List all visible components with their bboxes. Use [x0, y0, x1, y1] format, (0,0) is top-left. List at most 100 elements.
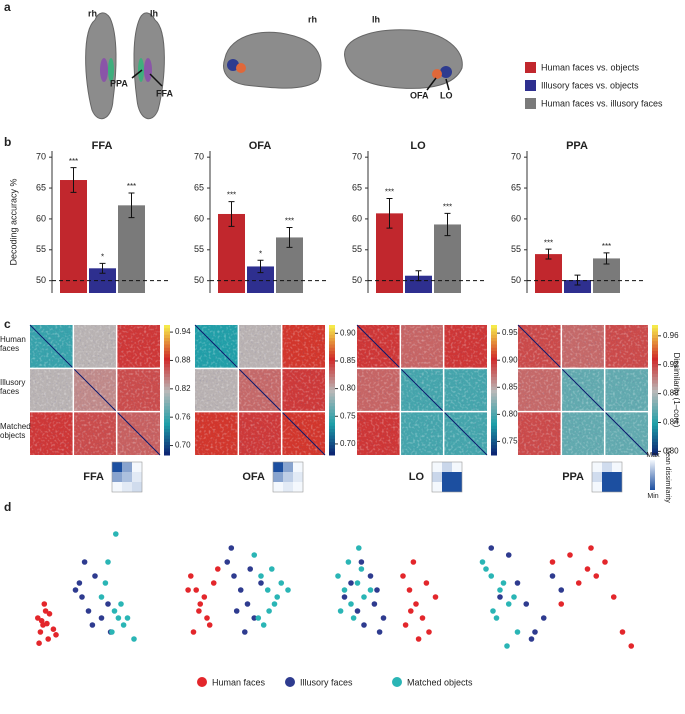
colorbar-segment [164, 429, 170, 433]
chart-title: FFA [92, 140, 113, 152]
colorbar-segment [329, 390, 335, 394]
scatter-point [505, 601, 512, 607]
colorbar-segment [329, 331, 335, 336]
colorbar-segment [164, 438, 170, 443]
legend-swatch [525, 62, 536, 73]
colorbar-tick-label: 0.88 [663, 389, 679, 398]
colorbar-segment [652, 341, 658, 345]
scatter-point [483, 566, 489, 572]
scatter-point [113, 531, 119, 537]
scatter-point [109, 629, 115, 635]
colorbar-segment [491, 445, 497, 449]
colorbar-segment [652, 328, 658, 332]
legend-swatch [525, 80, 536, 91]
colorbar-segment [652, 442, 658, 446]
y-tick-label: 70 [36, 152, 46, 162]
scatter-point [50, 626, 57, 632]
y-tick-label: 50 [194, 275, 204, 285]
mean-cell [112, 482, 122, 492]
scatter-point [206, 622, 213, 628]
row-label: Human faces [0, 335, 26, 353]
y-tick-label: 70 [352, 152, 362, 162]
scatter-point [497, 587, 503, 593]
colorbar-segment [491, 377, 497, 381]
colorbar-segment [652, 425, 658, 430]
colorbar-segment [164, 451, 170, 456]
mean-cell [592, 462, 602, 472]
colorbar-segment [652, 383, 658, 388]
colorbar-segment [652, 347, 658, 352]
colorbar-segment [652, 386, 658, 391]
scatter-point [201, 594, 208, 600]
y-tick-label: 70 [511, 152, 521, 162]
colorbar-segment [164, 357, 170, 362]
colorbar-segment [329, 341, 335, 345]
mean-cell [112, 462, 122, 472]
colorbar-segment [329, 416, 335, 420]
colorbar-tick-label: 0.80 [340, 384, 356, 393]
scatter-point [215, 566, 221, 572]
scatter-point [602, 559, 608, 565]
colorbar-segment [491, 370, 497, 375]
brain-label: PPA [110, 78, 128, 88]
scatter-point [380, 615, 387, 621]
colorbar-segment [329, 403, 335, 407]
scatter-point [345, 559, 352, 565]
row-label: Matched objects [0, 421, 31, 440]
y-tick-label: 55 [194, 244, 204, 254]
colorbar-segment [652, 334, 658, 339]
scatter-point [85, 608, 92, 614]
colorbar-segment [329, 367, 335, 371]
colorbar-segment [491, 341, 497, 345]
colorbar-tick-label: 0.80 [502, 409, 518, 418]
colorbar-segment [164, 412, 170, 417]
scatter-point [413, 601, 419, 607]
y-tick-label: 55 [352, 244, 362, 254]
scatter-point [260, 622, 267, 628]
colorbar-segment [652, 354, 658, 358]
scatter-point [410, 559, 417, 565]
colorbar-segment [652, 396, 658, 401]
colorbar-segment [652, 380, 658, 384]
scatter-point [610, 594, 617, 600]
colorbar-segment [164, 347, 170, 352]
scatter-point [493, 615, 500, 621]
colorbar-tick-label: 0.82 [175, 384, 191, 393]
colorbar-segment [164, 445, 170, 449]
mean-cell [273, 482, 283, 492]
significance-label: *** [127, 182, 136, 191]
mean-scale-label: Max [646, 452, 660, 459]
colorbar-segment [491, 360, 497, 365]
mean-cell [273, 462, 283, 472]
colorbar-segment [491, 347, 497, 352]
colorbar-segment [164, 386, 170, 391]
y-tick-label: 70 [194, 152, 204, 162]
colorbar-segment [329, 442, 335, 446]
colorbar-tick-label: 0.75 [502, 437, 518, 446]
scatter-point [38, 618, 45, 624]
scatter-point [419, 615, 426, 621]
scatter-point [274, 594, 281, 600]
mean-frame [111, 461, 143, 493]
scatter-point [350, 615, 357, 621]
scatter-point [415, 636, 422, 642]
colorbar-segment [491, 451, 497, 456]
y-tick-label: 60 [511, 213, 521, 223]
error-bar [386, 198, 393, 229]
scatter-point [258, 580, 264, 586]
colorbar-segment [652, 438, 658, 443]
colorbar-segment [164, 409, 170, 414]
colorbar-segment [652, 364, 658, 368]
mean-cell [452, 482, 462, 492]
legend-label: Illusory faces vs. objects [541, 80, 639, 90]
mean-cell [122, 482, 132, 492]
panel-label: a [4, 0, 11, 14]
mean-cell [452, 472, 462, 482]
legend-label: Illusory faces [300, 677, 353, 687]
colorbar-segment [491, 380, 497, 384]
colorbar-segment [491, 429, 497, 433]
scatter-point [354, 580, 361, 586]
scatter-point [36, 640, 42, 646]
mean-cell [283, 462, 293, 472]
heatmap-diagonal [356, 324, 488, 456]
